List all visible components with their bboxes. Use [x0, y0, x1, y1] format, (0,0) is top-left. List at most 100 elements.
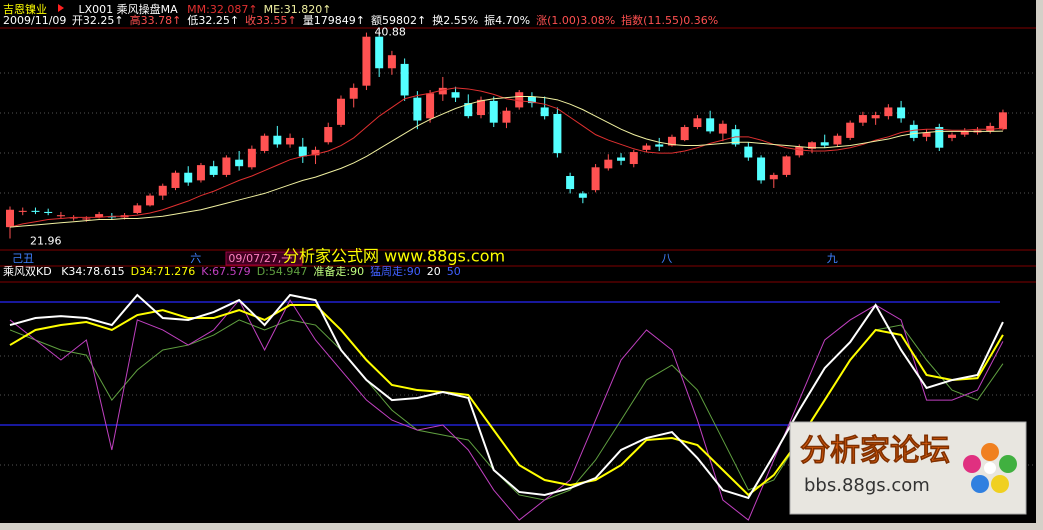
- candle-body: [871, 115, 880, 119]
- candle-body: [489, 100, 498, 123]
- candle-body: [413, 97, 422, 121]
- candle-body: [604, 159, 613, 169]
- candle-body: [693, 118, 702, 128]
- candle-body: [846, 122, 855, 138]
- indicator-title: 乘风双KD: [3, 265, 52, 278]
- candle-body: [324, 127, 333, 143]
- candle-body: [617, 157, 626, 161]
- candle-body: [502, 110, 511, 123]
- candle-body: [540, 107, 549, 117]
- candle-body: [909, 124, 918, 138]
- candle-body: [222, 157, 231, 175]
- candle-body: [31, 210, 40, 212]
- candle-body: [95, 214, 104, 218]
- candle-body: [948, 134, 957, 138]
- legend-entry: D34:71.276: [130, 265, 196, 278]
- logo-url: bbs.88gs.com: [804, 475, 930, 496]
- candle-body: [286, 137, 295, 145]
- candle-body: [362, 36, 371, 86]
- candle-body: [69, 217, 78, 219]
- candle-body: [935, 127, 944, 148]
- candle-body: [146, 195, 155, 206]
- candle-body: [44, 211, 53, 213]
- candle-body: [260, 135, 269, 151]
- candle-body: [56, 215, 65, 217]
- candle-body: [387, 55, 396, 69]
- candle-body: [655, 144, 664, 147]
- quote-item: 指数(11.55)0.36%: [621, 14, 719, 27]
- candle-body: [744, 146, 753, 158]
- x-tick-label: 九: [827, 252, 838, 265]
- candle-body: [171, 172, 180, 188]
- candle-body: [718, 123, 727, 134]
- candle-body: [184, 172, 193, 183]
- x-tick-label: 09/07/27,一: [228, 252, 292, 265]
- candle-body: [960, 131, 969, 135]
- candle-body: [311, 149, 320, 156]
- candle-body: [196, 165, 205, 181]
- note: 猛周走:90: [370, 265, 421, 278]
- x-tick-label: 己丑: [12, 252, 34, 265]
- note: 准备走:90: [313, 265, 365, 278]
- candle-body: [133, 205, 142, 213]
- candle-body: [591, 167, 600, 191]
- candle-body: [426, 93, 435, 119]
- candle-body: [553, 113, 562, 154]
- quote-item: 开32.25↑: [71, 14, 124, 27]
- note: 20: [426, 265, 441, 278]
- candle-body: [807, 142, 816, 149]
- ma-line: [9, 96, 1003, 228]
- candle-body: [667, 136, 676, 146]
- legend-entry: K:67.579: [201, 265, 251, 278]
- candle-body: [820, 142, 829, 146]
- candle-body: [82, 218, 91, 220]
- indicator-name: LX001 乘风操盘MA: [78, 3, 178, 16]
- date-box: [225, 251, 303, 266]
- candle-body: [235, 159, 244, 167]
- kd-line: [9, 293, 1004, 500]
- quote-item: 量179849↑: [302, 14, 365, 27]
- quote-row: 2009/11/09 开32.25↑ 高33.78↑ 低32.25↑ 收33.55↑ 量…: [3, 14, 724, 27]
- quote-item: 换2.55%: [432, 14, 479, 27]
- quote-item: 额59802↑: [371, 14, 427, 27]
- candle-body: [273, 135, 282, 145]
- candle-body: [107, 216, 116, 218]
- header-row: 吉恩镍业 LX001 乘风操盘MA MM:32.087↑ ME:31.820↑: [3, 3, 337, 16]
- watermark: 分析家公式网 www.88gs.com: [283, 247, 505, 266]
- candle-body: [578, 193, 587, 198]
- indicator-row: 乘风双KD K34:78.615 D34:71.276 K:67.579 D:54.9…: [3, 265, 467, 278]
- candle-body: [833, 135, 842, 145]
- candle-body: [451, 92, 460, 98]
- x-tick-label: 六: [190, 252, 201, 265]
- kd-line: [9, 304, 1004, 497]
- candle-body: [464, 103, 473, 117]
- ma-line: [9, 87, 1003, 228]
- legend-entry: D:54.947: [256, 265, 308, 278]
- candle-body: [209, 166, 218, 175]
- high-label: 40.88: [374, 26, 406, 39]
- logo-title: 分析家论坛: [800, 434, 950, 469]
- quote-item: 收33.55↑: [245, 14, 297, 27]
- candle-body: [706, 118, 715, 132]
- candle-body: [515, 92, 524, 108]
- quote-item: 振4.70%: [484, 14, 531, 27]
- candle-body: [795, 146, 804, 156]
- candle-body: [629, 152, 638, 165]
- candle-body: [298, 146, 307, 157]
- candle-body: [986, 125, 995, 132]
- quote-item: 低32.25↑: [187, 14, 240, 27]
- quote-item: 涨(1.00)3.08%: [536, 14, 616, 27]
- candle-body: [375, 36, 384, 69]
- candle-body: [247, 148, 256, 168]
- stock-name: 吉恩镍业: [3, 3, 47, 16]
- candle-body: [858, 115, 867, 123]
- candle-body: [566, 176, 575, 190]
- candle-body: [158, 185, 167, 196]
- candle-body: [782, 156, 791, 175]
- candle-body: [757, 157, 766, 181]
- candle-body: [680, 127, 689, 141]
- candle-body: [438, 87, 447, 95]
- candle-body: [922, 132, 931, 137]
